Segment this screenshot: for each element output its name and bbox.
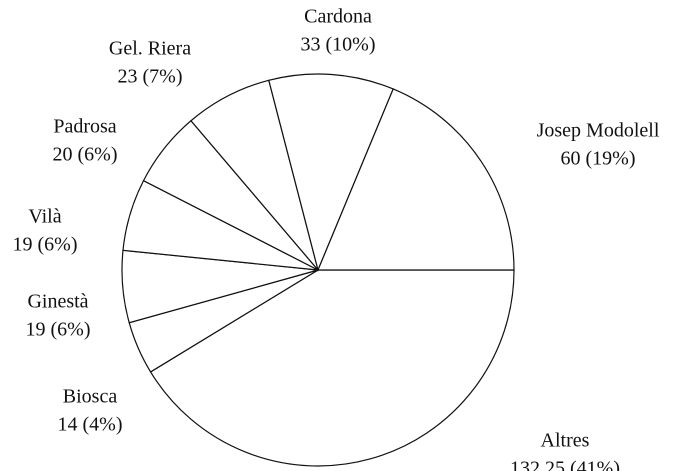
slice-value-label: 60 (19%) [561, 148, 636, 170]
slice-label: Josep Modolell [537, 120, 660, 142]
slice-value-label: 132,25 (41%) [510, 458, 620, 471]
pie-slice [317, 88, 515, 271]
slice-value-label: 14 (4%) [58, 414, 123, 436]
slice-value-label: 23 (7%) [118, 66, 183, 88]
slice-value-label: 19 (6%) [13, 234, 78, 256]
pie-slice [268, 73, 394, 272]
slice-label: Ginestà [27, 291, 88, 313]
slice-label: Padrosa [53, 116, 116, 138]
pie-slice [149, 269, 515, 467]
slice-value-label: 33 (10%) [301, 34, 376, 56]
slice-label: Cardona [304, 6, 372, 28]
slice-label: Vilà [28, 206, 61, 228]
slice-label: Biosca [63, 386, 118, 408]
slice-label: Gel. Riera [109, 38, 191, 60]
slice-label: Altres [541, 430, 590, 452]
slice-value-label: 19 (6%) [26, 319, 91, 341]
slice-value-label: 20 (6%) [53, 144, 118, 166]
